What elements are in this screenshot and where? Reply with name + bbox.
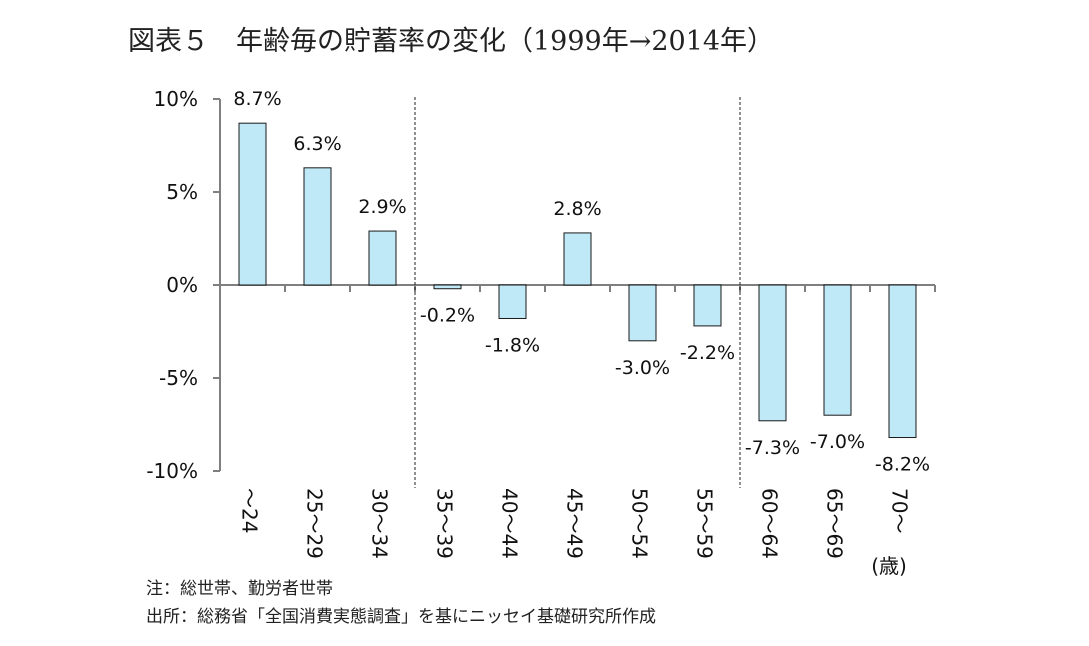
category-label: 60～64 (758, 488, 782, 559)
category-label: ～24 (238, 488, 262, 533)
category-label: 70～ (888, 488, 912, 533)
bar (823, 284, 852, 416)
bar (498, 284, 527, 319)
category-label: 30～34 (368, 488, 392, 559)
category-label: 25～29 (303, 488, 327, 559)
chart-title: 図表５ 年齢毎の貯蓄率の変化（1999年→2014年） (128, 26, 774, 57)
data-label: 6.3% (293, 133, 341, 155)
y-tick-label: 5% (166, 180, 198, 204)
data-label: 2.8% (553, 198, 601, 220)
data-label: 8.7% (233, 88, 281, 110)
data-label: -2.2% (680, 342, 735, 364)
bar (368, 230, 397, 286)
y-tick-label: -10% (146, 459, 198, 483)
chart-source: 出所：総務省「全国消費実態調査」を基にニッセイ基礎研究所作成 (146, 607, 656, 627)
data-label: -7.3% (745, 437, 800, 459)
bar (238, 122, 267, 286)
data-label: 2.9% (358, 196, 406, 218)
category-label: 50～54 (628, 488, 652, 559)
bar (693, 284, 722, 327)
category-label: 65～69 (823, 488, 847, 559)
y-tick-label: 10% (154, 87, 198, 111)
bar (888, 284, 917, 439)
data-label: -3.0% (615, 357, 670, 379)
category-labels-group: ～24 25～29 30～34 35～39 40～44 45～49 50～54 55～59 60… (238, 488, 912, 559)
data-label: -7.0% (810, 431, 865, 453)
bar (758, 284, 787, 422)
data-label: -8.2% (875, 454, 930, 476)
bar (433, 284, 462, 290)
category-label: 45～49 (563, 488, 587, 559)
category-label: 55～59 (693, 488, 717, 559)
category-label: 35～39 (433, 488, 457, 559)
bar (628, 284, 657, 342)
bar (563, 232, 592, 286)
bars-group (238, 122, 917, 439)
data-labels-group: 8.7% 6.3% 2.9% -0.2% -1.8% 2.8% -3.0% -2.2% -7.3… (233, 88, 930, 475)
y-tick-label: -5% (159, 366, 198, 390)
category-label: 40～44 (498, 488, 522, 559)
x-unit-label: (歳) (871, 554, 907, 578)
bar (303, 167, 332, 286)
data-label: -1.8% (485, 334, 540, 356)
y-tick-label: 0% (166, 273, 198, 297)
chart-note: 注：総世帯、勤労者世帯 (146, 579, 333, 599)
data-label: -0.2% (420, 305, 475, 327)
